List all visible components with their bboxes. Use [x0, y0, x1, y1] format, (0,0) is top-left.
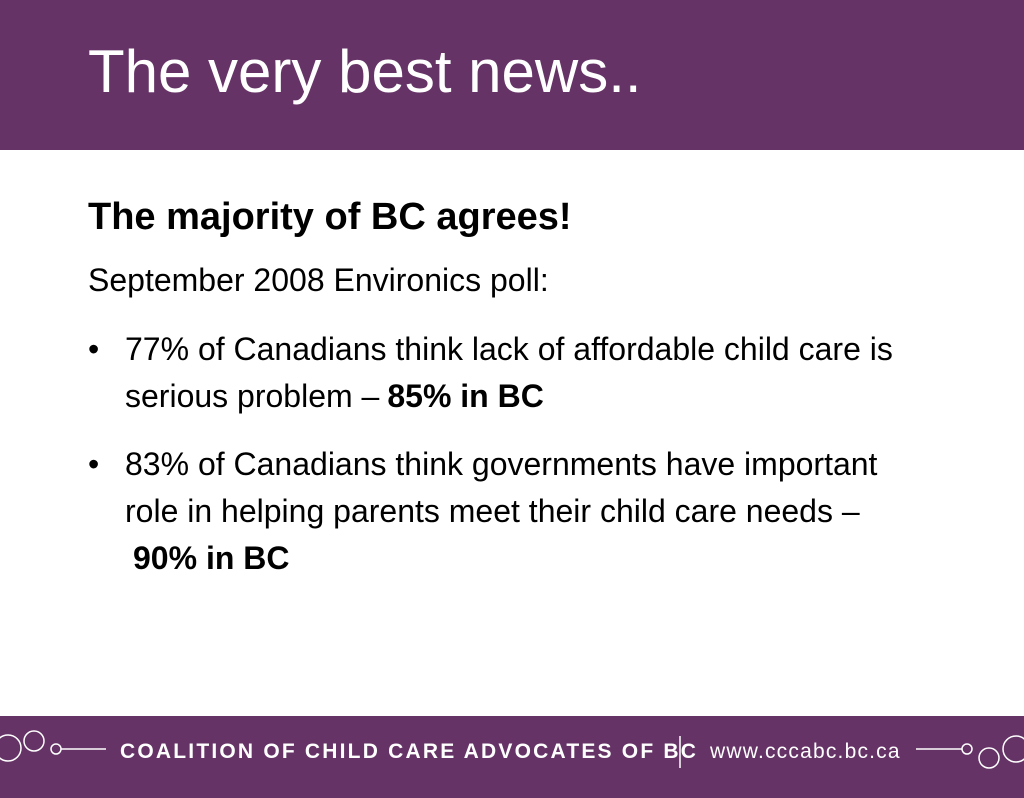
bullet-item: 77% of Canadians think lack of affordabl… [88, 326, 898, 420]
website-url[interactable]: www.cccabc.bc.ca [710, 740, 901, 763]
bullet-highlight: 90% in BC [133, 540, 290, 576]
bullet-highlight: 85% in BC [387, 378, 544, 414]
subheading: September 2008 Environics poll: [88, 262, 549, 298]
bullet-text: 83% of Canadians think governments have … [125, 446, 878, 529]
slide-title: The very best news.. [88, 38, 642, 105]
bullet-text: 77% of Canadians think lack of affordabl… [125, 331, 893, 414]
organization-name: COALITION OF CHILD CARE ADVOCATES OF BC [120, 740, 699, 763]
footer-bar: COALITION OF CHILD CARE ADVOCATES OF BC … [0, 716, 1024, 798]
heading: The majority of BC agrees! [88, 196, 572, 238]
bullet-list: 77% of Canadians think lack of affordabl… [88, 326, 898, 603]
header-bar: The very best news.. [0, 0, 1024, 150]
bullet-item: 83% of Canadians think governments have … [88, 441, 898, 582]
footer-decoration [0, 730, 1024, 769]
